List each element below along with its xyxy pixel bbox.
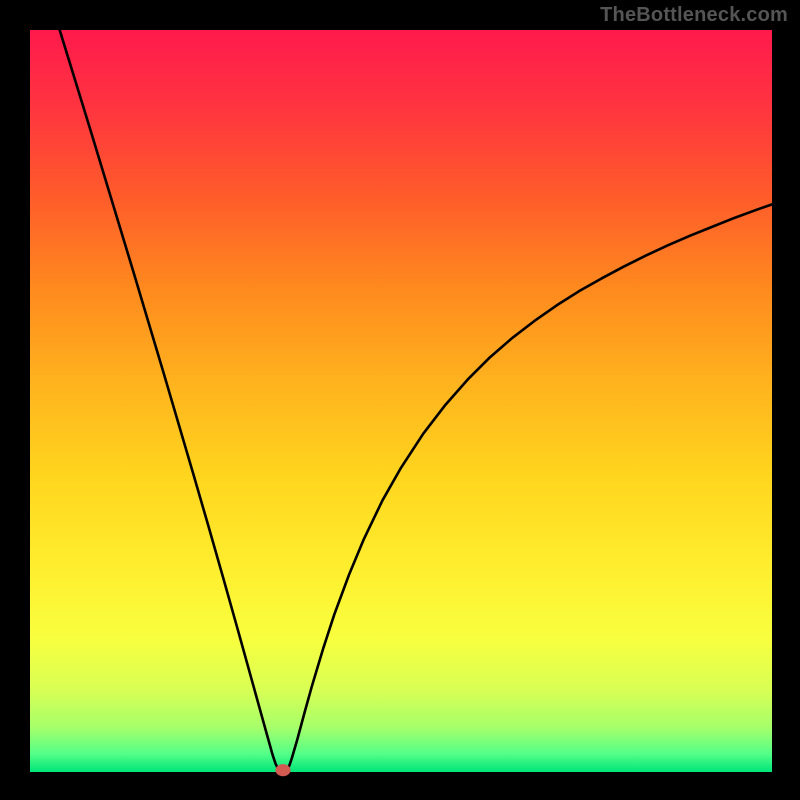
frame-border-right (772, 0, 800, 800)
plot-background (30, 30, 772, 772)
optimal-point-marker (276, 765, 290, 776)
chart-outer-frame (0, 0, 800, 800)
frame-border-bottom (0, 772, 800, 800)
watermark-text: TheBottleneck.com (600, 4, 788, 27)
frame-border-left (0, 0, 30, 800)
frame-svg (0, 0, 800, 800)
